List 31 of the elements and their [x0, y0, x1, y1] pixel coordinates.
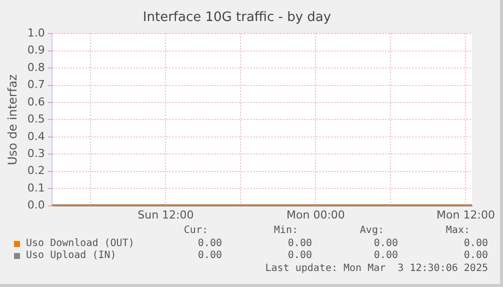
- text: 0.00: [288, 238, 312, 249]
- x-tick-label: Mon 00:00: [286, 208, 345, 222]
- chart-title: Interface 10G traffic - by day: [142, 10, 332, 26]
- x-tick-label: Sun 12:00: [138, 208, 194, 222]
- text: Avg:: [360, 225, 384, 236]
- text: Last update: Mon Mar 3 12:30:06 2025: [265, 263, 488, 274]
- y-axis-title: Uso de interfaz: [5, 74, 20, 166]
- text: 0.00: [464, 238, 488, 249]
- text: Max:: [446, 225, 470, 236]
- text: 0.00: [288, 250, 312, 261]
- text: 0.00: [198, 238, 222, 249]
- y-tick-label: 0.8: [27, 60, 45, 74]
- x-tick-label: Mon 12:00: [436, 208, 495, 222]
- text: 0.00: [464, 250, 488, 261]
- text: 0.00: [374, 250, 398, 261]
- y-tick-label: 0.0: [27, 198, 45, 212]
- y-tick-label: 0.3: [27, 147, 45, 160]
- y-tick-label: 0.1: [27, 181, 45, 194]
- legend-label: Uso Download (OUT): [26, 238, 134, 249]
- text: 0.00: [374, 238, 398, 249]
- y-tick-label: 0.6: [27, 95, 45, 108]
- y-tick-label: 0.5: [27, 112, 45, 126]
- y-tick-label: 0.7: [27, 78, 45, 92]
- y-tick-label: 0.9: [27, 44, 45, 57]
- text: 0.00: [198, 250, 222, 261]
- text: Cur:: [184, 225, 208, 236]
- y-tick-label: 0.2: [27, 164, 45, 178]
- y-tick-label: 1.0: [27, 26, 45, 40]
- legend-label: Uso Upload (IN): [26, 250, 116, 261]
- text: Min:: [274, 225, 298, 236]
- y-tick-label: 0.4: [27, 130, 45, 143]
